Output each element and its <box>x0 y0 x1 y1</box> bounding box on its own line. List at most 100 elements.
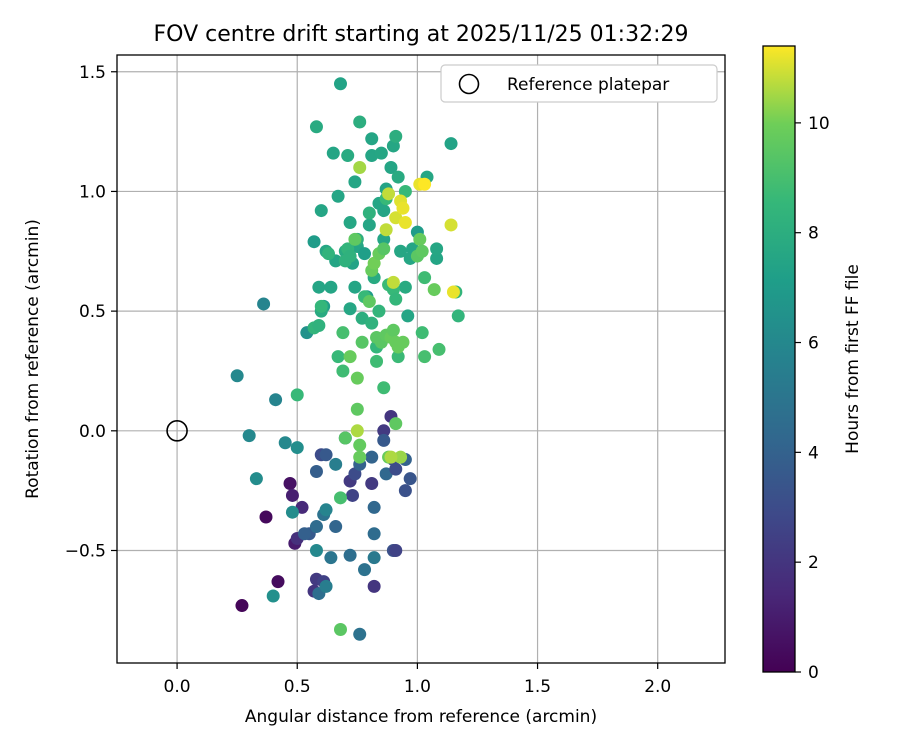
data-point <box>415 326 429 340</box>
colorbar-tick-label: 0 <box>808 663 819 683</box>
data-point <box>353 450 367 464</box>
data-point <box>379 223 393 237</box>
x-axis-ticks: 0.0 0.5 1.0 1.5 2.0 <box>164 663 671 697</box>
x-tick-label: 0.5 <box>284 677 311 697</box>
data-point <box>350 402 364 416</box>
y-tick-label: 1.0 <box>79 182 106 202</box>
data-point <box>413 232 427 246</box>
data-point <box>396 335 410 349</box>
data-point <box>285 505 299 519</box>
data-point <box>362 295 376 309</box>
colorbar-label: Hours from first FF file <box>843 264 863 454</box>
data-point <box>427 283 441 297</box>
data-point <box>403 472 417 486</box>
data-point <box>319 503 333 517</box>
data-point <box>348 467 362 481</box>
data-point <box>389 129 403 143</box>
data-point <box>283 476 297 490</box>
data-point <box>343 302 357 316</box>
y-axis-label: Rotation from reference (arcmin) <box>23 219 43 499</box>
data-point <box>355 335 369 349</box>
data-point <box>257 297 271 311</box>
data-point <box>367 551 381 565</box>
data-point <box>377 242 391 256</box>
data-point <box>297 527 311 541</box>
data-point <box>235 599 249 613</box>
data-point <box>353 115 367 129</box>
data-point <box>398 280 412 294</box>
colorbar-tick-label: 4 <box>808 443 819 463</box>
data-point <box>367 500 381 514</box>
data-point <box>331 350 345 364</box>
legend-box <box>440 64 718 103</box>
legend-label: Reference platepar <box>507 75 669 95</box>
data-point <box>309 520 323 534</box>
data-point <box>331 189 345 203</box>
data-point <box>312 280 326 294</box>
data-point <box>367 527 381 541</box>
colorbar-ticks: 0 2 4 6 8 10 <box>795 114 830 683</box>
data-point <box>418 271 432 285</box>
data-point <box>266 589 280 603</box>
data-point <box>377 381 391 395</box>
data-point <box>333 491 347 505</box>
data-point <box>290 388 304 402</box>
data-point <box>346 488 360 502</box>
data-point <box>329 520 343 534</box>
data-point <box>312 318 326 332</box>
data-point <box>358 563 372 577</box>
y-tick-label: 1.5 <box>79 63 106 83</box>
data-point <box>295 500 309 514</box>
data-point <box>372 304 386 318</box>
data-point <box>367 256 381 270</box>
data-point <box>307 235 321 249</box>
data-point <box>350 371 364 385</box>
data-point <box>350 424 364 438</box>
data-point <box>365 132 379 146</box>
data-point <box>336 364 350 378</box>
chart-title: FOV centre drift starting at 2025/11/25 … <box>154 22 689 47</box>
y-tick-label: −0.5 <box>65 541 106 561</box>
colorbar-gradient <box>762 45 796 673</box>
data-point <box>365 450 379 464</box>
data-point <box>386 323 400 337</box>
data-point <box>389 543 403 557</box>
data-point <box>249 472 263 486</box>
data-point <box>389 417 403 431</box>
x-tick-label: 1.5 <box>524 677 551 697</box>
data-point <box>430 251 444 265</box>
data-point <box>398 216 412 230</box>
data-point <box>391 350 405 364</box>
data-point <box>370 354 384 368</box>
data-point <box>341 149 355 163</box>
data-point <box>333 77 347 91</box>
data-points <box>166 77 465 641</box>
data-point <box>384 161 398 175</box>
data-point <box>377 424 391 438</box>
data-point <box>326 146 340 160</box>
colorbar-tick-label: 6 <box>808 334 819 354</box>
data-point <box>319 579 333 593</box>
data-point <box>362 218 376 232</box>
data-point <box>394 244 408 258</box>
data-point <box>446 285 460 299</box>
data-point <box>444 218 458 232</box>
data-point <box>333 622 347 636</box>
x-tick-label: 0.0 <box>164 677 191 697</box>
data-point <box>432 342 446 356</box>
colorbar-tick-label: 2 <box>808 553 819 573</box>
colorbar-tick-label: 8 <box>808 224 819 244</box>
data-point <box>343 350 357 364</box>
x-axis-label: Angular distance from reference (arcmin) <box>245 707 597 727</box>
data-point <box>415 244 429 258</box>
data-point <box>377 204 391 218</box>
data-point <box>377 433 391 447</box>
x-tick-label: 1.0 <box>404 677 431 697</box>
data-point <box>401 309 415 323</box>
data-point <box>278 436 292 450</box>
data-point <box>379 467 393 481</box>
data-point <box>398 184 412 198</box>
data-point <box>398 484 412 498</box>
data-point <box>362 206 376 220</box>
data-point <box>324 551 338 565</box>
